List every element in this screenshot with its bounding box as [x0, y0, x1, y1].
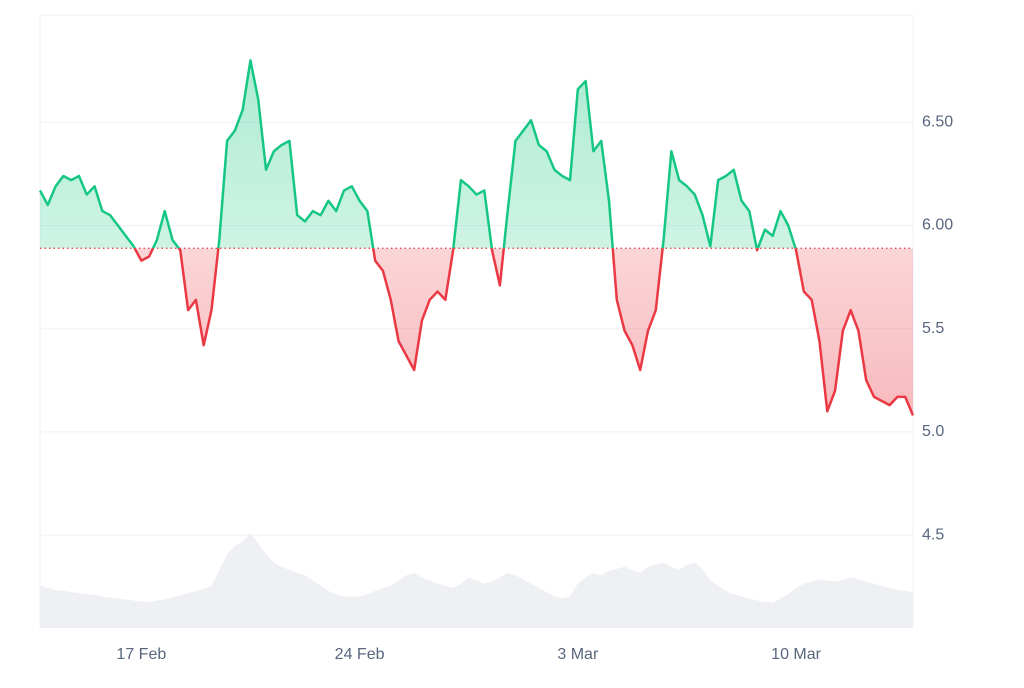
volume-area	[40, 533, 913, 628]
y-tick-label: 6.00	[922, 217, 953, 234]
x-tick-label: 24 Feb	[335, 646, 385, 663]
x-tick-label: 3 Mar	[557, 646, 599, 663]
x-tick-label: 10 Mar	[771, 646, 821, 663]
y-tick-label: 5.0	[922, 423, 944, 440]
y-tick-label: 6.50	[922, 114, 953, 131]
y-tick-label: 4.5	[922, 526, 944, 543]
line-down	[133, 248, 915, 416]
area-up	[40, 60, 796, 249]
x-tick-label: 17 Feb	[116, 646, 166, 663]
area-down	[40, 248, 913, 416]
line-up	[38, 59, 797, 249]
y-tick-label: 5.5	[922, 320, 944, 337]
